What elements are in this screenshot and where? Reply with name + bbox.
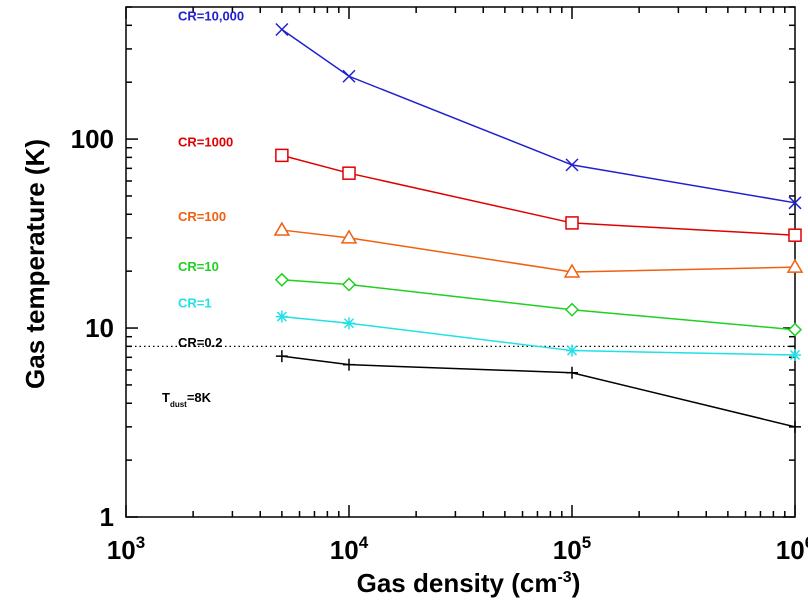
x-axis-title: Gas density (cm-3): [357, 568, 581, 598]
data-point: [788, 228, 802, 242]
data-point: [566, 345, 578, 356]
y-tick-label: 100: [71, 124, 114, 154]
series-label: CR=100: [178, 209, 226, 224]
series-layer: [273, 22, 804, 433]
x-tick-label: 104: [330, 533, 369, 565]
series-cr-10-000: [275, 22, 802, 210]
data-point: [342, 166, 356, 180]
y-tick-label: 1: [100, 502, 114, 532]
data-point: [789, 349, 801, 361]
series-line: [281, 315, 796, 356]
series-line: [281, 355, 796, 428]
data-point: [563, 263, 581, 278]
series-cr-1: [275, 310, 801, 361]
y-axis-title: Gas temperature (K): [20, 139, 50, 389]
series-cr-0-2: [275, 350, 801, 433]
series-cr-1000: [275, 148, 802, 242]
data-point: [565, 158, 579, 172]
plot-border: [125, 6, 796, 518]
series-line: [281, 229, 796, 273]
series-label: CR=0.2: [178, 335, 222, 350]
series-cr-100: [273, 221, 804, 278]
data-point: [564, 302, 580, 317]
series-label: CR=1000: [178, 134, 233, 149]
series-label: CR=10: [178, 259, 219, 274]
series-line: [281, 279, 796, 331]
x-tick-label: 106: [776, 533, 808, 565]
x-tick-label: 105: [553, 533, 591, 565]
series-label: CR=10,000: [178, 9, 244, 24]
data-point: [565, 216, 579, 230]
series-line: [281, 28, 796, 204]
labels: CR=10,000 CR=1000 CR=100 CR=10 CR=1 CR=0.2: [178, 9, 244, 351]
data-point: [343, 318, 355, 329]
data-point: [275, 22, 289, 37]
data-point: [788, 196, 802, 210]
y-tick-label: 10: [85, 313, 114, 343]
data-point: [276, 311, 287, 322]
series-line: [281, 154, 796, 236]
series-cr-10: [274, 272, 803, 337]
data-point: [787, 322, 803, 337]
data-point: [342, 69, 356, 83]
data-point: [340, 229, 358, 244]
data-point: [341, 277, 357, 292]
data-point: [275, 148, 289, 163]
data-point: [274, 272, 289, 287]
data-point: [273, 221, 291, 236]
plot-frame: [125, 6, 796, 518]
annotation-tdust: Tdust=8K: [162, 390, 212, 409]
x-tick-label: 103: [107, 533, 145, 565]
series-label: CR=1: [178, 296, 212, 311]
axis-ticks: 103 104 105 106 1 10 100: [71, 6, 808, 565]
data-point: [786, 258, 804, 273]
